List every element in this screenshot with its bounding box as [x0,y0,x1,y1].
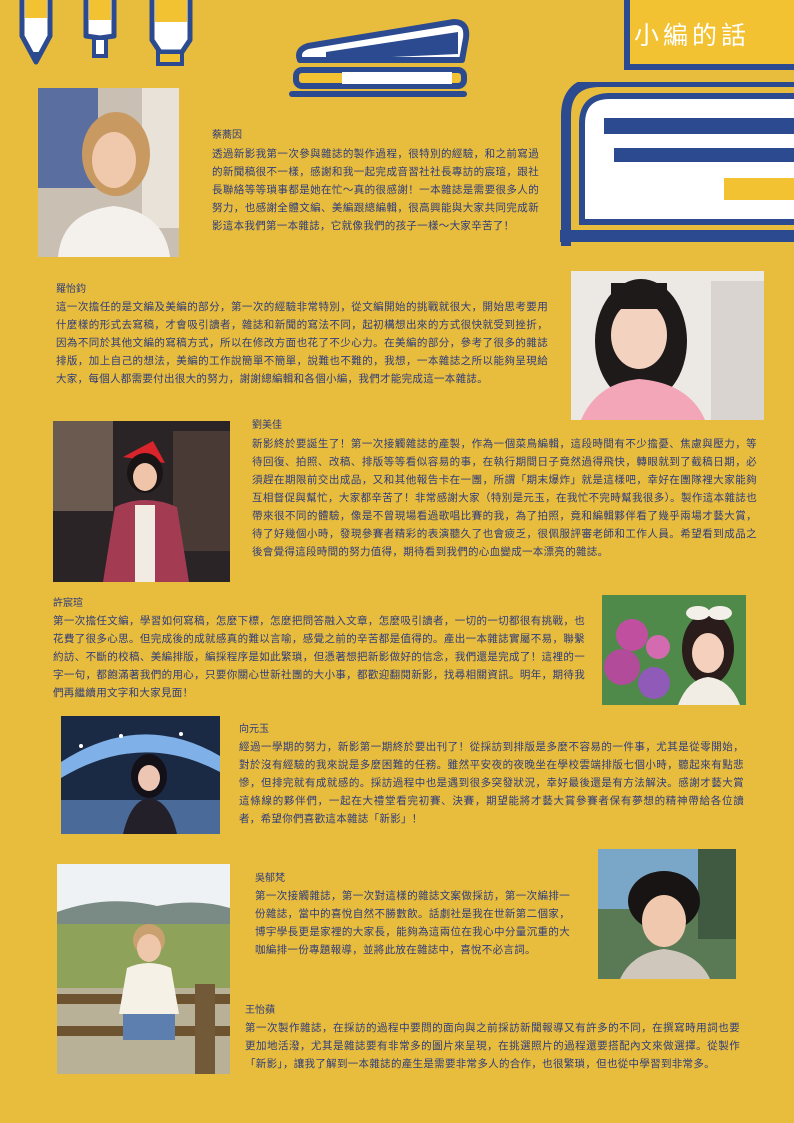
editor-name-4: 許宸瑄 [53,598,83,609]
editor-text-2: 這一次擔任的是文編及美編的部分，第一次的經驗非常特別，從文編開始的挑戰就很大，開… [56,301,548,385]
editor-name-5: 向元玉 [239,724,269,735]
editor-text-5: 經過一學期的努力，新影第一期終於要出刊了！從採訪到排版是多麼不容易的一件事，尤其… [239,741,744,825]
editor-name-6: 吳郁梵 [255,873,285,884]
editor-photo-3 [53,421,230,582]
editor-name-3: 劉美佳 [252,420,282,431]
editor-text-4: 第一次擔任文編，學習如何寫稿，怎麼下標，怎麼把問答融入文章，怎麼吸引讀者，一切的… [53,615,585,699]
editor-photo-1 [38,88,179,257]
editor-photo-2 [571,271,764,420]
editor-photo-6 [57,864,230,1074]
pencils-illustration [19,0,193,66]
editor-text-6: 第一次接觸雜誌，第一次對這樣的雜誌文案做採訪，第一次編排一份雜誌，當中的喜悅自然… [255,890,570,956]
stapler-illustration [289,19,470,97]
editor-text-3: 新影終於要誕生了！第一次接觸雜誌的產製，作為一個菜鳥編輯，這段時間有不少擔憂、焦… [252,438,757,558]
editor-photo-5 [61,716,220,834]
editor-text-7: 第一次製作雜誌，在採訪的過程中要問的面向與之前採訪新聞報導又有許多的不同，在撰寫… [245,1022,740,1070]
laptop-illustration [560,82,794,246]
editor-name-7: 王怡蘋 [245,1005,275,1016]
title-frame [624,0,794,70]
page-title: 小編的話 [634,21,751,50]
editor-name-2: 羅怡鈞 [56,284,86,295]
editor-photo-7 [598,849,736,979]
editor-name-1: 蔡蕎因 [212,130,242,141]
editor-photo-4 [602,595,746,705]
editor-text-1: 透過新影我第一次參與雜誌的製作過程，很特別的經驗，和之前寫過的新聞稿很不一樣，感… [212,148,539,232]
